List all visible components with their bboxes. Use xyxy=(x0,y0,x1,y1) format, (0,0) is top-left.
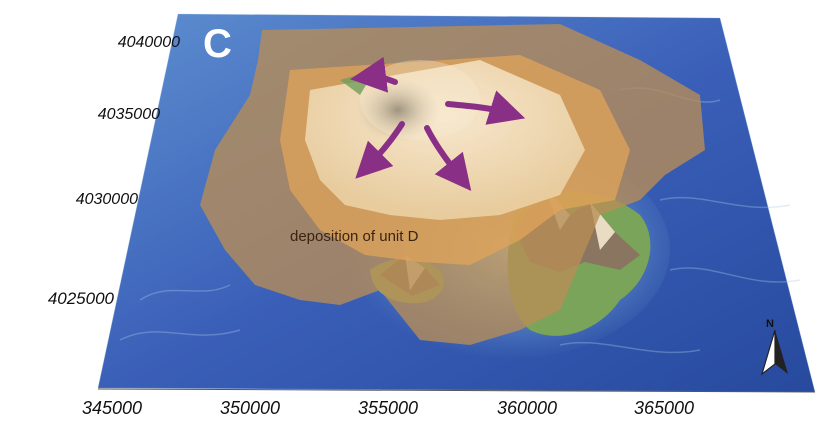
flow-arrow-e xyxy=(445,90,526,125)
sea-ridges xyxy=(119,87,801,354)
y-tick-label: 4035000 xyxy=(97,106,160,123)
annotation-deposition: deposition of unit D xyxy=(290,228,419,245)
x-axis-line xyxy=(97,388,816,393)
x-tick-label: 365000 xyxy=(634,398,695,418)
y-tick-label: 4030000 xyxy=(75,191,138,208)
north-label: N xyxy=(766,318,774,330)
flow-arrow-nw xyxy=(350,56,398,93)
y-tick-label: 4025000 xyxy=(47,289,114,308)
flow-arrow-sw xyxy=(355,121,405,179)
x-tick-label: 345000 xyxy=(82,398,143,418)
x-tick-label: 360000 xyxy=(497,398,558,418)
x-tick-label: 350000 xyxy=(220,398,281,418)
flow-arrow-s xyxy=(424,125,472,192)
north-arrow-icon xyxy=(760,329,788,376)
y-tick-label: 4040000 xyxy=(117,34,180,51)
crater xyxy=(356,78,440,142)
panel-label: C xyxy=(203,22,232,66)
x-tick-label: 355000 xyxy=(358,398,419,418)
flow-arrow-icon xyxy=(350,56,526,192)
